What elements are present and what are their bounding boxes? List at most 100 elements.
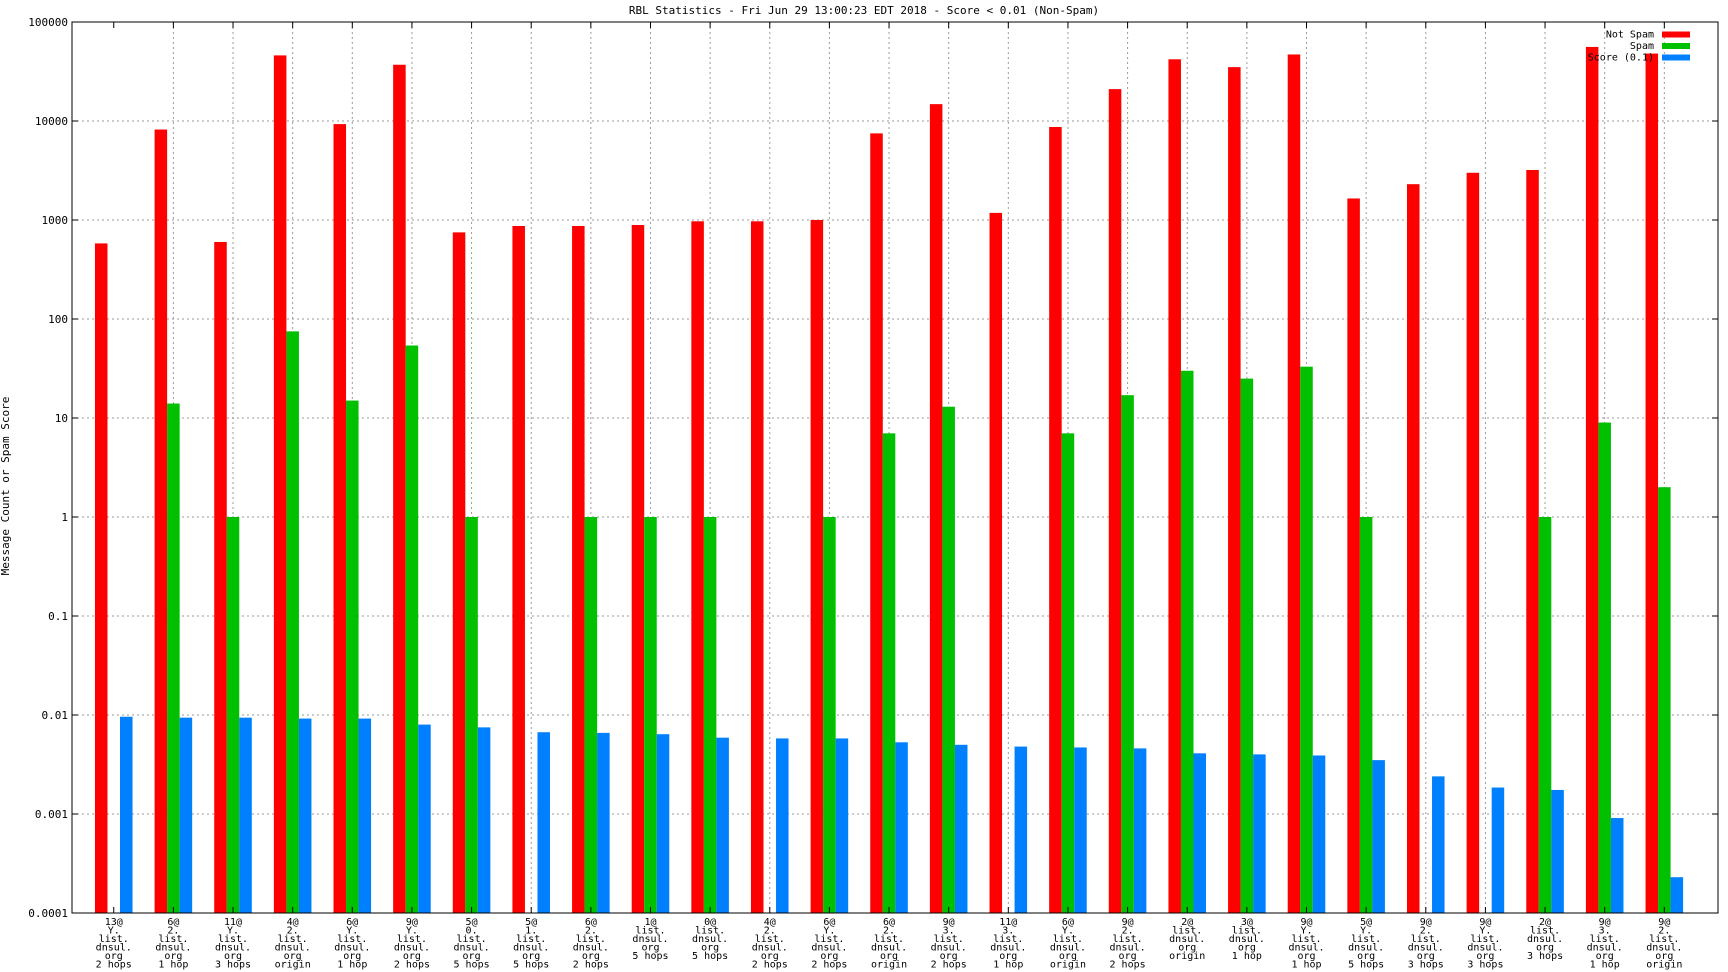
bar-score-0-1	[298, 718, 312, 913]
bar-spam	[1538, 517, 1552, 913]
bar-not-spam	[214, 241, 227, 914]
x-category-label-line: dnsul.	[215, 943, 251, 954]
bar-not-spam	[1466, 172, 1480, 913]
x-category-label: 4@ 2. list. dnsul. org 2 hops	[752, 917, 788, 971]
x-category-label-line: org	[105, 951, 123, 962]
x-category-label-line: org	[522, 951, 540, 962]
x-category-label-line: 5@	[466, 917, 478, 928]
bar-score-0-1	[179, 717, 193, 913]
bar-not-spam	[1228, 67, 1241, 913]
x-category-label-line: dnsul.	[871, 943, 907, 954]
bar-score-0-1	[1670, 877, 1684, 913]
x-category-label-line: dnsul.	[1169, 934, 1205, 945]
legend-label: Not Spam	[1606, 30, 1654, 41]
x-category-label-line: org	[1417, 951, 1435, 962]
x-category-label-line: 2 hops	[931, 960, 967, 971]
x-category-label-line: org	[641, 943, 659, 954]
x-category-label-line: 3@	[1241, 917, 1253, 928]
x-category-label-line: 2.	[1658, 926, 1670, 937]
bar-not-spam	[1406, 184, 1420, 913]
x-category-label: 9@ 3. list. dnsul. org 2 hops	[931, 917, 967, 971]
bar-spam	[286, 331, 299, 914]
x-category-label-line: dnsul.	[1229, 934, 1265, 945]
x-category-label-line: 2@	[1539, 917, 1551, 928]
x-category-label-line: 9@	[406, 917, 418, 928]
bar-score-0-1	[1014, 746, 1028, 913]
x-category-label-line: 6@	[823, 917, 835, 928]
bar-not-spam	[94, 243, 108, 913]
x-category-label-line: 1 hop	[1232, 951, 1262, 962]
x-category-label: 6@ Y. list. dnsul. org origin	[1050, 917, 1086, 971]
bar-not-spam	[452, 232, 466, 913]
x-category-label-line: list.	[755, 934, 785, 945]
x-category-label-line: org	[1178, 943, 1196, 954]
x-category-label-line: dnsul.	[1050, 943, 1086, 954]
bar-not-spam	[1049, 126, 1062, 913]
bar-score-0-1	[120, 716, 133, 913]
x-category-label-line: 3.	[1002, 926, 1014, 937]
x-category-label-line: 11@	[224, 917, 242, 928]
x-category-label-line: org	[1238, 943, 1256, 954]
x-category-label-line: 2 hops	[811, 960, 847, 971]
x-category-label-line: Y.	[108, 926, 120, 937]
x-category-label-line: 0.	[466, 926, 478, 937]
x-category-label: 2@ list. dnsul. org 3 hops	[1527, 917, 1563, 962]
x-category-label-line: dnsul.	[1408, 943, 1444, 954]
x-category-label-line: 5 hops	[454, 960, 490, 971]
bar-not-spam	[750, 221, 764, 914]
bar-score-0-1	[1491, 787, 1505, 913]
legend-swatch	[1662, 31, 1690, 38]
bar-not-spam	[273, 55, 287, 914]
x-category-label-line: Y.	[1479, 926, 1491, 937]
bar-not-spam	[989, 212, 1003, 914]
x-category-label-line: 3 hops	[1467, 960, 1503, 971]
bar-not-spam	[1287, 54, 1301, 914]
x-category-label-line: 3.	[943, 926, 955, 937]
x-category-label-line: 2.	[883, 926, 895, 937]
x-category-label-line: list.	[576, 934, 606, 945]
x-category-label: 5@ Y. list. dnsul. org 5 hops	[1348, 917, 1384, 971]
x-category-label-line: 1 hop	[337, 960, 367, 971]
x-category-label-line: org	[820, 951, 838, 962]
x-category-label-line: 1 hop	[158, 960, 188, 971]
x-category-label-line: dnsul.	[334, 943, 370, 954]
bar-not-spam	[1108, 89, 1122, 914]
bar-score-0-1	[716, 737, 729, 913]
bar-not-spam	[1585, 46, 1599, 914]
y-tick-label: 100000	[28, 16, 68, 29]
x-category-label-line: dnsul.	[1646, 943, 1682, 954]
x-category-label-line: 9@	[1300, 917, 1312, 928]
bar-score-0-1	[537, 732, 550, 913]
x-category-label-line: list.	[1590, 934, 1620, 945]
bar-spam	[1598, 422, 1611, 913]
x-category-label: 9@ 2. list. dnsul. org 3 hops	[1408, 917, 1444, 971]
x-category-label-line: dnsul.	[692, 934, 728, 945]
x-category-label-line: Y.	[346, 926, 358, 937]
x-category-label-line: 6@	[585, 917, 597, 928]
x-category-label-line: 2.	[585, 926, 597, 937]
bar-not-spam	[1347, 198, 1360, 913]
x-category-label-line: 1@	[644, 917, 656, 928]
x-category-label-line: list.	[99, 934, 129, 945]
bar-spam	[465, 517, 478, 913]
x-category-label-line: 2.	[167, 926, 179, 937]
bar-score-0-1	[895, 742, 908, 913]
x-category-label: 13@ Y. list. dnsul. org 2 hops	[96, 917, 132, 971]
bar-spam	[167, 403, 180, 913]
x-category-label-line: 3.	[1599, 926, 1611, 937]
x-category-label-line: dnsul.	[1527, 934, 1563, 945]
x-category-label-line: org	[1297, 951, 1315, 962]
bar-not-spam	[631, 225, 645, 914]
x-category-label-line: dnsul.	[1587, 943, 1623, 954]
bar-spam	[1300, 366, 1313, 913]
x-category-label-line: 1 hop	[1590, 960, 1620, 971]
x-category-label-line: 5 hops	[692, 951, 728, 962]
x-category-label-line: 2@	[1181, 917, 1193, 928]
x-category-label: 1@ list. dnsul. org 5 hops	[632, 917, 668, 962]
x-category-label-line: 6@	[1062, 917, 1074, 928]
grid-lines	[72, 22, 1718, 913]
x-category-label-line: list.	[1470, 934, 1500, 945]
y-axis-ticks: 0.0001 0.001 0.01 0.1 1 10 100 1000 10000 100000	[28, 16, 1718, 920]
